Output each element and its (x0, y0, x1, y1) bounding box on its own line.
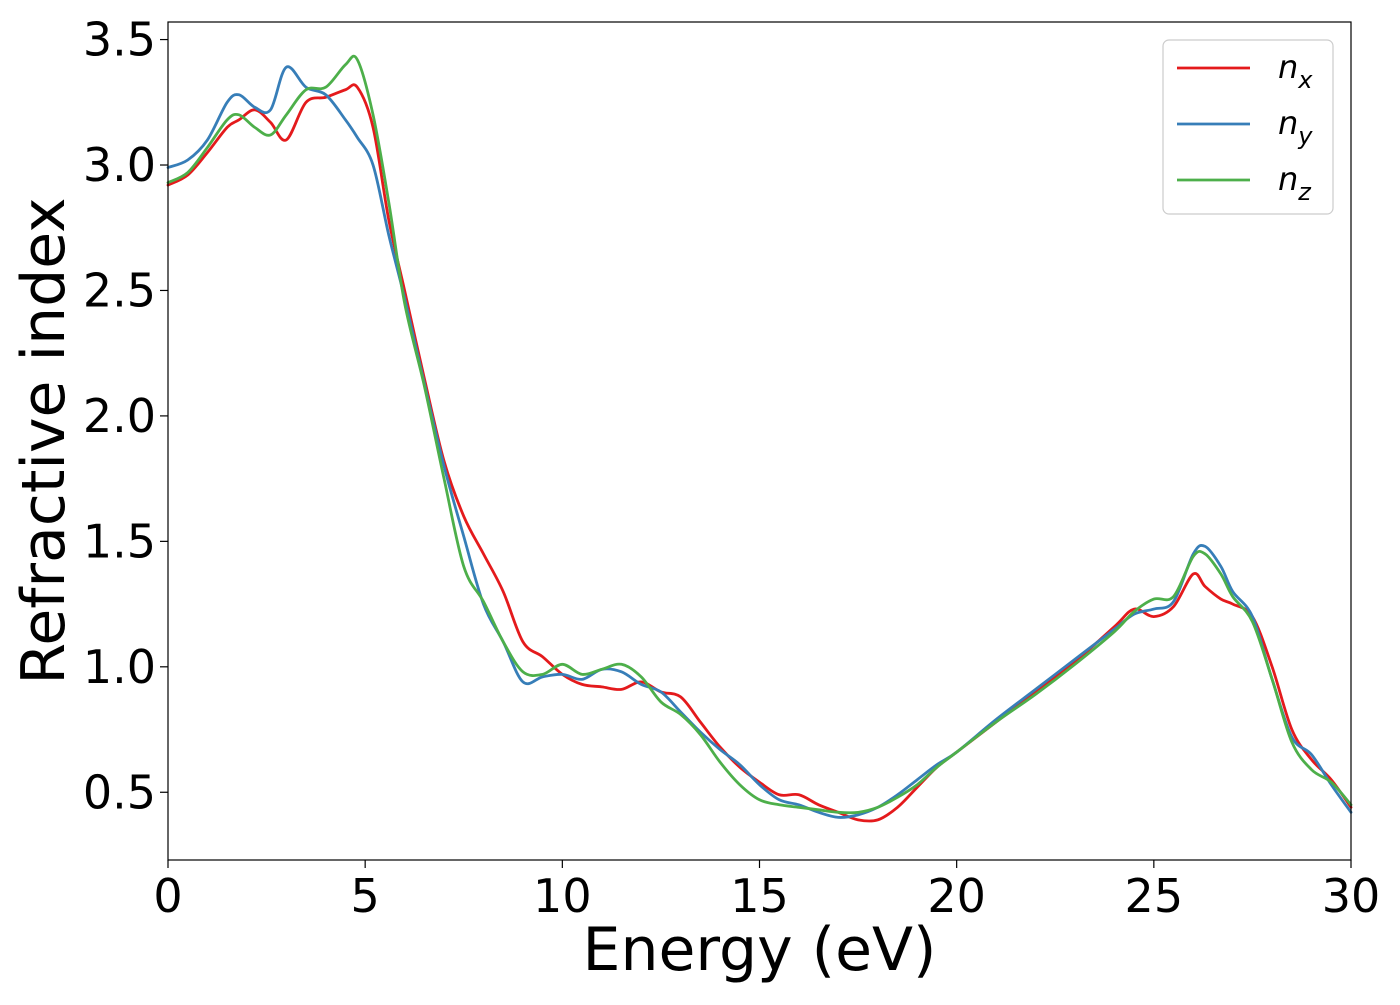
y-tick-label: 3.5 (83, 13, 156, 67)
series-line-ny (166, 65, 1353, 819)
legend-box (1162, 39, 1334, 215)
series-line-nz (166, 54, 1353, 815)
y-axis-ticks: 0.5 1.0 1.5 2.0 2.5 3.0 3.5 (83, 13, 168, 819)
x-tick-label: 15 (730, 869, 789, 923)
x-axis-label: Energy (eV) (583, 915, 937, 985)
x-tick-label: 5 (351, 869, 380, 923)
x-tick-label: 25 (1125, 869, 1184, 923)
y-tick-label: 2.0 (83, 389, 156, 443)
y-tick-label: 1.5 (83, 514, 156, 568)
series-lines (166, 54, 1353, 823)
x-tick-label: 0 (153, 869, 182, 923)
x-tick-label: 30 (1322, 869, 1381, 923)
y-axis-label: Refractive index (9, 197, 79, 684)
y-tick-label: 2.5 (83, 263, 156, 317)
y-tick-label: 0.5 (83, 765, 156, 819)
x-tick-label: 10 (533, 869, 592, 923)
y-tick-label: 3.0 (83, 138, 156, 192)
x-axis-ticks: 0 5 10 15 20 25 30 (153, 860, 1380, 923)
x-tick-label: 20 (927, 869, 986, 923)
y-tick-label: 1.0 (83, 640, 156, 694)
series-line-nx (166, 83, 1353, 823)
